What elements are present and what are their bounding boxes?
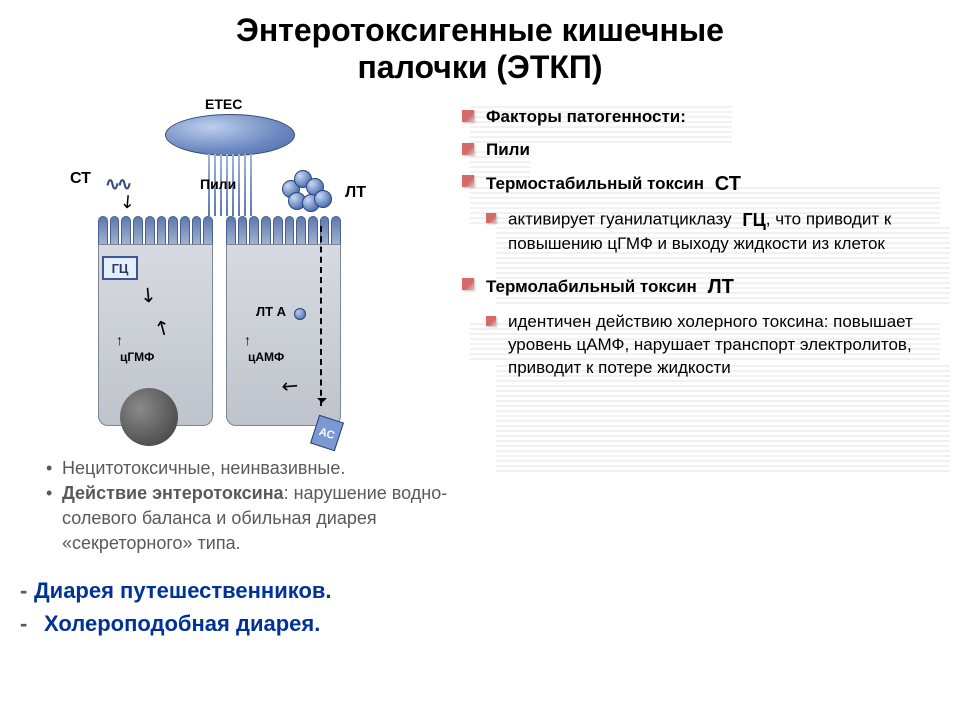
left-notes: Нецитотоксичные, неинвазивные. Действие … bbox=[20, 456, 460, 557]
lta-label: ЛТ A bbox=[256, 304, 286, 319]
gc-abbr: ГЦ bbox=[742, 208, 765, 232]
note-item: Нецитотоксичные, неинвазивные. bbox=[46, 456, 460, 481]
lta-dot bbox=[294, 308, 306, 320]
brush-border bbox=[98, 216, 213, 246]
title-line2: палочки (ЭТКП) bbox=[357, 49, 602, 85]
lt-cluster bbox=[282, 170, 332, 214]
nucleus-icon bbox=[120, 388, 178, 446]
bottom-text: Холероподобная диарея. bbox=[44, 611, 320, 636]
list-item: Термостабильный токсин СТ bbox=[460, 171, 922, 198]
brush-border bbox=[226, 216, 341, 246]
lt-abbr: ЛТ bbox=[708, 274, 734, 301]
cgmp-label: цГМФ bbox=[120, 350, 154, 364]
pili-item: Пили bbox=[486, 140, 530, 159]
st-abbr: СТ bbox=[715, 171, 741, 198]
list-subitem: активирует гуанилатциклазу ГЦ, что приво… bbox=[460, 208, 922, 255]
bottom-text: Диарея путешественников. bbox=[34, 578, 332, 603]
st-head: Термостабильный токсин bbox=[486, 174, 704, 193]
lt-head: Термолабильный токсин bbox=[486, 277, 697, 296]
note-head: Действие энтеротоксина bbox=[62, 483, 284, 503]
etec-diagram: ETEC Пили СТ ∿∿ ↘ ЛТ bbox=[50, 96, 390, 456]
bottom-conclusions: Диарея путешественников. Холероподобная … bbox=[0, 574, 960, 640]
etec-label: ETEC bbox=[205, 96, 242, 112]
arrow-up-icon: ↑ bbox=[244, 332, 251, 348]
lt-sub: идентичен действию холерного токсина: по… bbox=[508, 312, 913, 377]
dashed-arrow bbox=[320, 226, 322, 406]
st-sub-a: активирует гуанилатциклазу bbox=[508, 210, 732, 229]
bottom-line: Диарея путешественников. bbox=[20, 574, 960, 607]
bottom-line: Холероподобная диарея. bbox=[20, 607, 960, 640]
left-column: ETEC Пили СТ ∿∿ ↘ ЛТ bbox=[0, 96, 460, 557]
camp-label: цАМФ bbox=[248, 350, 284, 364]
list-subitem: идентичен действию холерного токсина: по… bbox=[460, 311, 922, 380]
slide-title: Энтеротоксигенные кишечные палочки (ЭТКП… bbox=[0, 0, 960, 86]
bacterium-shape bbox=[165, 114, 295, 156]
list-item: Термолабильный токсин ЛТ bbox=[460, 274, 922, 301]
list-item: Пили bbox=[460, 139, 922, 162]
lt-label: ЛТ bbox=[345, 184, 366, 202]
right-column: Факторы патогенности: Пили Термостабильн… bbox=[460, 96, 940, 557]
st-squiggle-icon: ∿∿ bbox=[105, 174, 129, 195]
title-line1: Энтеротоксигенные кишечные bbox=[236, 12, 724, 48]
intestinal-cell-right bbox=[226, 216, 341, 426]
factors-heading: Факторы патогенности: bbox=[486, 107, 686, 126]
gc-box: ГЦ bbox=[102, 256, 138, 280]
pili-label: Пили bbox=[200, 176, 236, 192]
arrow-up-icon: ↑ bbox=[116, 332, 123, 348]
note-text: Нецитотоксичные, неинвазивные. bbox=[62, 458, 345, 478]
st-label: СТ bbox=[70, 170, 91, 188]
list-item: Факторы патогенности: bbox=[460, 106, 922, 129]
factors-list: Факторы патогенности: Пили Термостабильн… bbox=[460, 106, 922, 380]
note-item: Действие энтеротоксина: нарушение водно-… bbox=[46, 481, 460, 557]
